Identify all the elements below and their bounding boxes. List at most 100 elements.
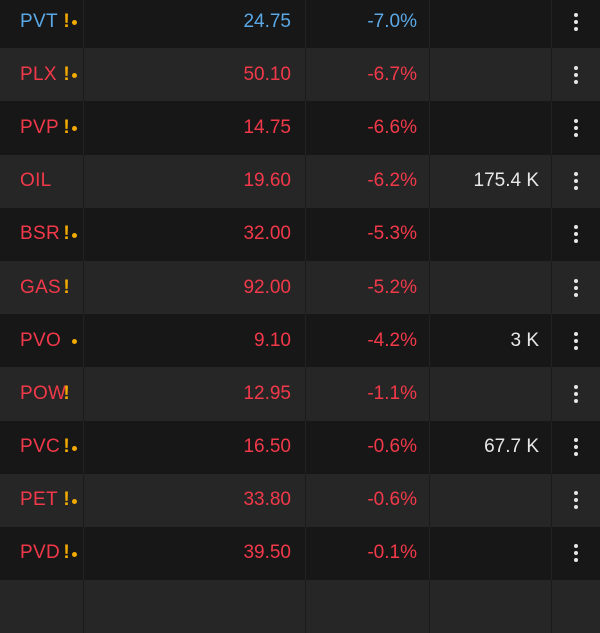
percent-change: -0.1% xyxy=(367,542,417,564)
stock-symbol[interactable]: PVT xyxy=(20,10,58,32)
table-row[interactable]: PET ! 33.80 -0.6% xyxy=(0,473,600,527)
status-dot-icon xyxy=(72,498,77,504)
row-menu-button[interactable] xyxy=(552,367,600,420)
volume-cell xyxy=(430,207,552,261)
warning-exclamation-icon: ! xyxy=(63,63,70,85)
stock-symbol[interactable]: OIL xyxy=(20,170,52,192)
row-menu-button[interactable] xyxy=(552,421,600,474)
symbol-cell: PVD ! xyxy=(0,526,84,581)
table-row[interactable]: PLX ! 50.10 -6.7% xyxy=(0,48,600,102)
warning-flags: ! xyxy=(63,208,77,261)
symbol-cell: BSR ! xyxy=(0,207,84,261)
volume-value: 67.7 K xyxy=(484,436,539,458)
symbol-cell xyxy=(0,580,84,633)
volume-cell: 3 K xyxy=(430,314,552,368)
symbol-cell: PVT ! xyxy=(0,0,84,49)
symbol-cell: PVP ! xyxy=(0,101,84,155)
table-row[interactable]: PVT ! 24.75 -7.0% xyxy=(0,0,600,49)
stock-symbol[interactable]: PVC xyxy=(20,436,60,458)
symbol-cell: PVO xyxy=(0,314,84,368)
stock-symbol[interactable]: BSR xyxy=(20,223,60,245)
price-cell: 33.80 xyxy=(84,473,306,527)
percent-change: -7.0% xyxy=(367,10,417,32)
warning-flags: ! xyxy=(63,101,77,154)
stock-symbol[interactable]: PVP xyxy=(20,116,59,138)
warning-exclamation-icon: ! xyxy=(63,223,70,245)
volume-cell xyxy=(430,580,552,633)
last-price: 33.80 xyxy=(243,489,291,511)
last-price: 14.75 xyxy=(243,116,291,138)
row-menu-button[interactable] xyxy=(552,208,600,261)
change-cell: -0.1% xyxy=(306,526,430,581)
change-cell: -6.7% xyxy=(306,48,430,102)
more-options-icon xyxy=(574,225,578,244)
status-dot-icon xyxy=(72,445,77,451)
last-price: 50.10 xyxy=(243,63,291,85)
change-cell: -6.6% xyxy=(306,101,430,155)
stock-symbol[interactable]: PET xyxy=(20,489,58,511)
warning-exclamation-icon: ! xyxy=(63,116,70,138)
percent-change: -5.2% xyxy=(367,276,417,298)
status-dot-icon xyxy=(72,551,77,557)
table-row[interactable]: BSR ! 32.00 -5.3% xyxy=(0,207,600,261)
row-menu-button[interactable] xyxy=(552,580,600,633)
table-row[interactable]: PVC ! 16.50 -0.6% 67.7 K xyxy=(0,420,600,474)
price-cell: 19.60 xyxy=(84,154,306,208)
change-cell: -5.3% xyxy=(306,207,430,261)
last-price: 16.50 xyxy=(243,436,291,458)
table-row[interactable]: PVO 9.10 -4.2% 3 K xyxy=(0,314,600,368)
volume-value: 3 K xyxy=(510,329,539,351)
more-options-icon xyxy=(574,118,578,137)
price-cell: 32.00 xyxy=(84,207,306,261)
more-options-icon xyxy=(574,438,578,457)
more-options-icon xyxy=(574,172,578,191)
warning-flags: ! xyxy=(63,261,70,314)
row-menu-button[interactable] xyxy=(552,155,600,208)
percent-change: -0.6% xyxy=(367,436,417,458)
table-row[interactable]: PVD ! 39.50 -0.1% xyxy=(0,526,600,581)
price-cell: 39.50 xyxy=(84,526,306,581)
percent-change: -5.3% xyxy=(367,223,417,245)
more-options-icon xyxy=(574,12,578,31)
warning-flags: ! xyxy=(63,421,77,474)
symbol-cell: POW ! xyxy=(0,367,84,421)
row-menu-button[interactable] xyxy=(552,101,600,154)
table-row[interactable]: OIL 19.60 -6.2% 175.4 K xyxy=(0,154,600,208)
last-price: 92.00 xyxy=(243,276,291,298)
volume-cell xyxy=(430,101,552,155)
last-price: 32.00 xyxy=(243,223,291,245)
stock-symbol[interactable]: PVO xyxy=(20,329,62,351)
row-menu-button[interactable] xyxy=(552,261,600,314)
change-cell: -6.2% xyxy=(306,154,430,208)
symbol-cell: PLX ! xyxy=(0,48,84,102)
row-menu-button[interactable] xyxy=(552,527,600,580)
percent-change: -4.2% xyxy=(367,329,417,351)
last-price: 12.95 xyxy=(243,382,291,404)
warning-exclamation-icon: ! xyxy=(63,489,70,511)
row-menu-button[interactable] xyxy=(552,0,600,48)
row-menu-button[interactable] xyxy=(552,48,600,101)
volume-cell xyxy=(430,48,552,102)
last-price: 19.60 xyxy=(243,170,291,192)
change-cell: -0.6% xyxy=(306,473,430,527)
table-row[interactable]: GAS ! 92.00 -5.2% xyxy=(0,260,600,315)
volume-cell xyxy=(430,260,552,315)
stock-symbol[interactable]: PVD xyxy=(20,542,60,564)
table-row[interactable]: PVP ! 14.75 -6.6% xyxy=(0,101,600,155)
row-menu-button[interactable] xyxy=(552,314,600,367)
price-cell: 14.75 xyxy=(84,101,306,155)
stock-symbol[interactable]: POW xyxy=(20,382,67,404)
warning-flags: ! xyxy=(63,527,77,580)
row-menu-button[interactable] xyxy=(552,474,600,527)
warning-exclamation-icon: ! xyxy=(63,436,70,458)
change-cell: -0.6% xyxy=(306,420,430,474)
table-row[interactable] xyxy=(0,580,600,633)
stock-symbol[interactable]: GAS xyxy=(20,276,62,298)
table-row[interactable]: POW ! 12.95 -1.1% xyxy=(0,367,600,421)
change-cell: -1.1% xyxy=(306,367,430,421)
percent-change: -6.7% xyxy=(367,63,417,85)
last-price: 9.10 xyxy=(254,329,291,351)
price-cell xyxy=(84,580,306,633)
status-dot-icon xyxy=(72,126,77,132)
stock-symbol[interactable]: PLX xyxy=(20,63,57,85)
